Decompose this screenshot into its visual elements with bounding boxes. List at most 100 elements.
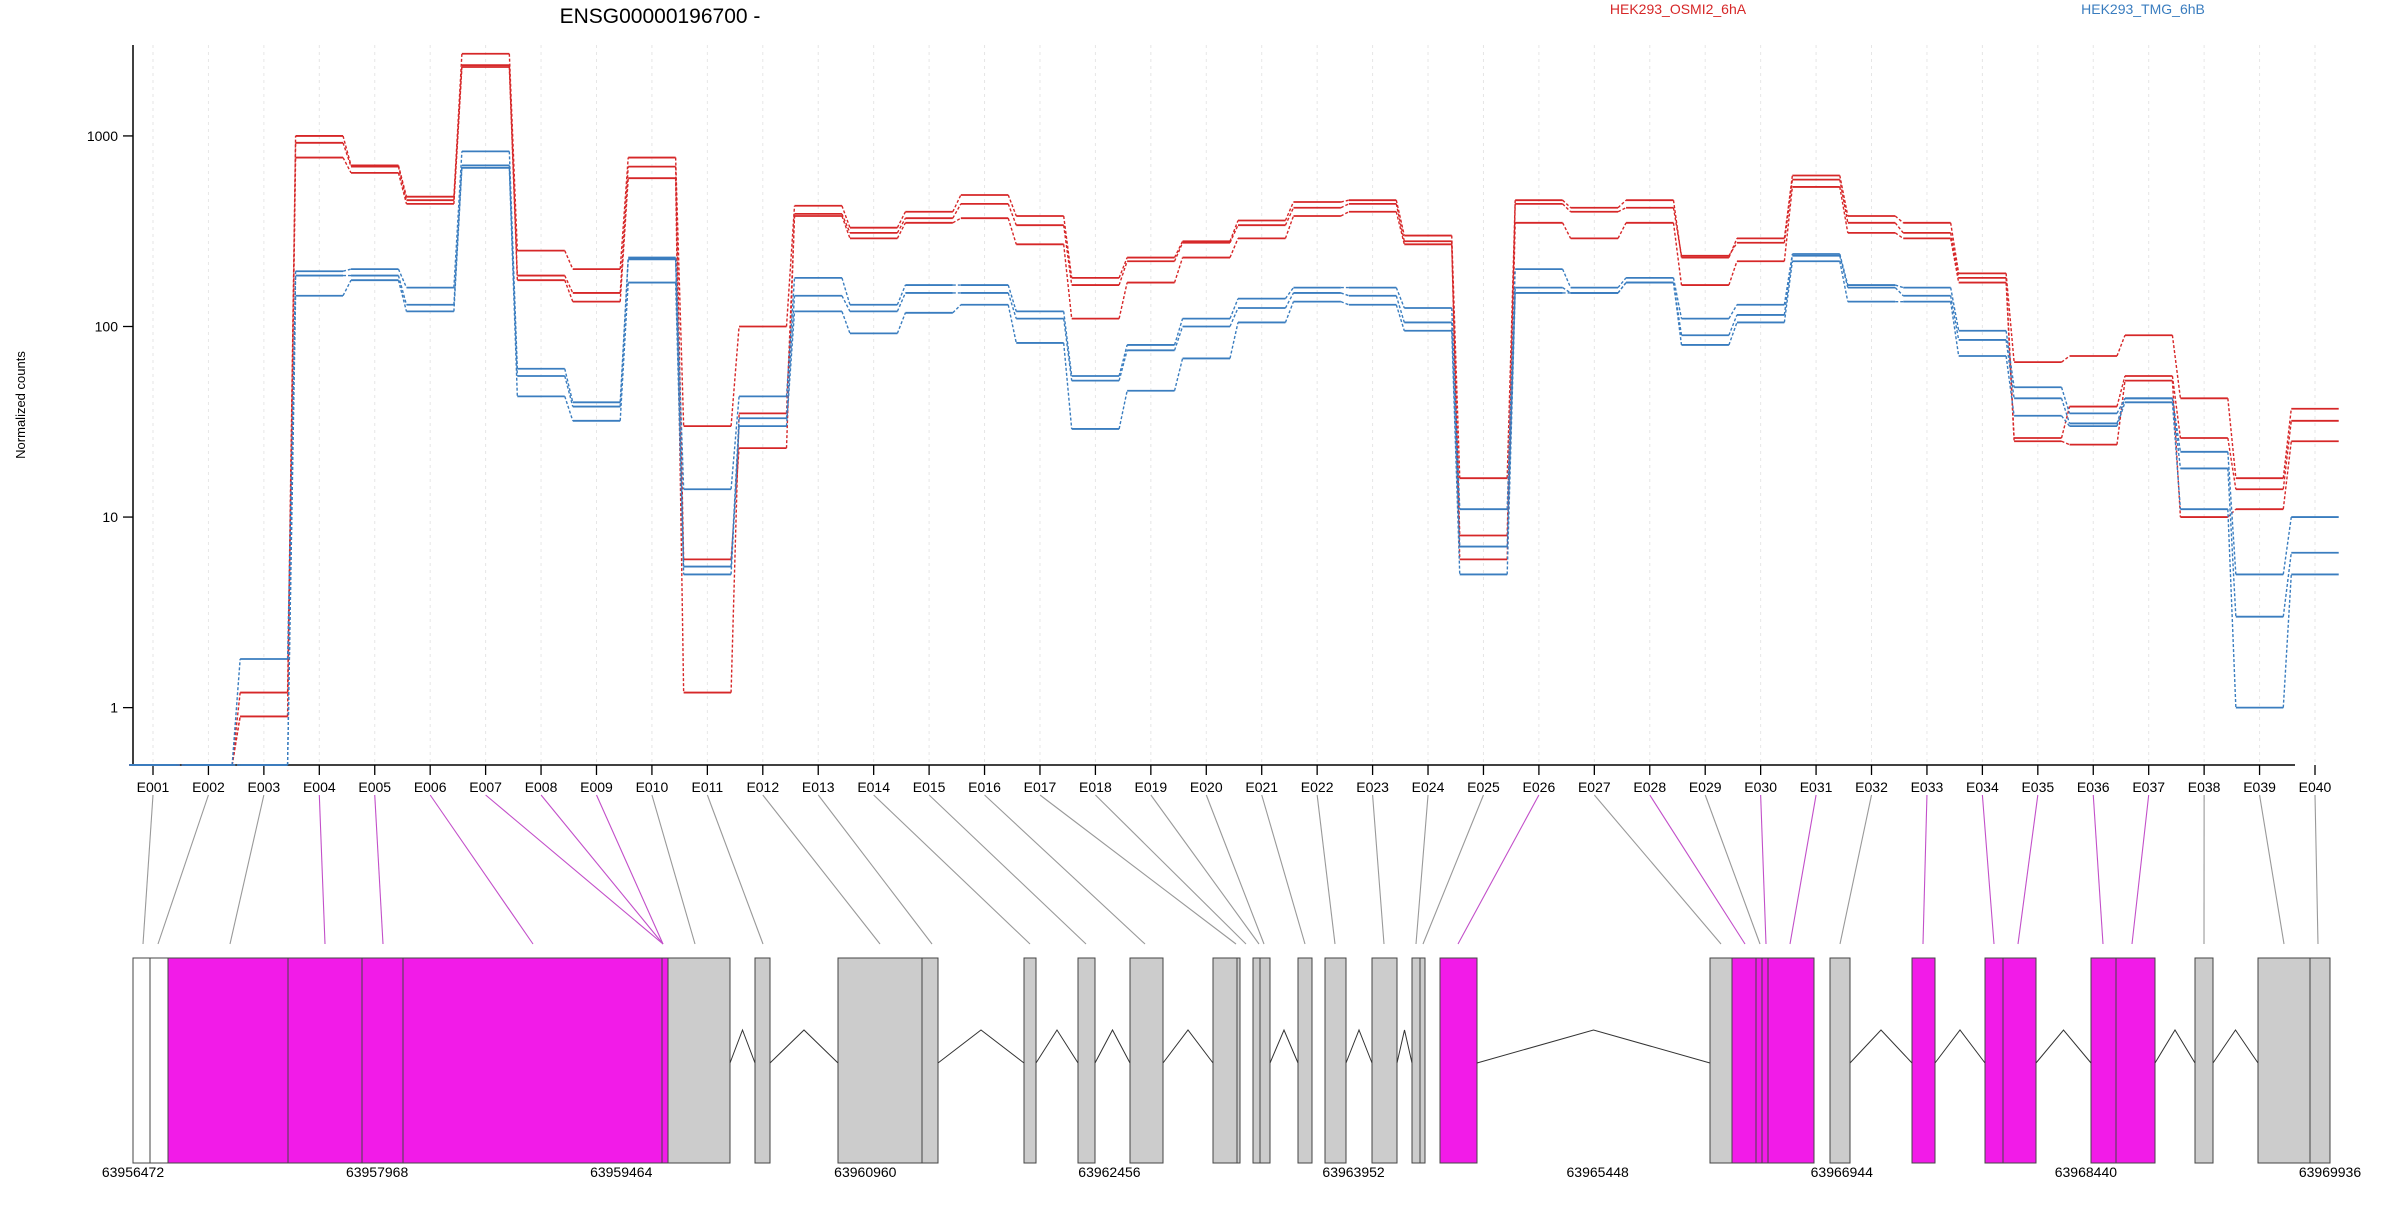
count-transition: [1784, 187, 1792, 261]
count-transition: [1064, 311, 1072, 376]
exon-connector: [1594, 795, 1721, 944]
y-tick-label: 1: [110, 700, 118, 716]
intron-line: [730, 1030, 755, 1063]
exon-box: [403, 958, 662, 1163]
count-transition: [842, 278, 850, 305]
exon-connector: [541, 795, 663, 944]
exon-connector: [1317, 795, 1335, 944]
count-transition: [1230, 220, 1238, 241]
count-transition: [1119, 350, 1127, 380]
count-transition: [1618, 223, 1626, 239]
count-transition: [1119, 261, 1127, 285]
count-transition: [1840, 180, 1848, 223]
exon-box: [922, 958, 938, 1163]
exon-box: [288, 958, 362, 1163]
exon-connector: [2260, 795, 2284, 944]
x-tick-label: E015: [913, 779, 946, 795]
exon-box: [1412, 958, 1420, 1163]
series-3: [129, 151, 2338, 765]
count-transition: [343, 143, 351, 167]
gridlines: [153, 45, 2315, 765]
count-transition: [2062, 441, 2070, 444]
intron-line: [2155, 1030, 2195, 1063]
exon-connector: [319, 795, 325, 944]
intron-line: [1095, 1030, 1130, 1063]
exon-connector: [1650, 795, 1745, 944]
exon-connector: [2093, 795, 2103, 944]
y-tick-label: 1000: [87, 128, 118, 144]
intron-line: [770, 1030, 838, 1063]
x-tick-label: E026: [1523, 779, 1556, 795]
x-tick-label: E027: [1578, 779, 1611, 795]
count-transition: [1563, 269, 1571, 287]
y-axis-label: Normalized counts: [13, 351, 28, 459]
x-tick-label: E029: [1689, 779, 1722, 795]
exon-box: [1213, 958, 1237, 1163]
count-transition: [1119, 283, 1127, 319]
count-transition: [2228, 398, 2236, 478]
intron-line: [2036, 1030, 2091, 1063]
count-transition: [953, 218, 961, 223]
count-transition: [1230, 322, 1238, 358]
x-tick-label: E012: [746, 779, 779, 795]
exon-box: [1732, 958, 1756, 1163]
count-transition: [343, 280, 351, 296]
exon-connector: [1982, 795, 1994, 944]
count-transition: [842, 216, 850, 238]
count-transition: [1285, 302, 1293, 323]
count-transition: [953, 305, 961, 313]
exon-connector: [1040, 795, 1236, 944]
count-transition: [1341, 204, 1349, 208]
count-transition: [1563, 288, 1571, 293]
exon-connector: [430, 795, 533, 944]
count-transition: [1563, 204, 1571, 212]
x-tick-label: E034: [1966, 779, 1999, 795]
x-tick-label: E020: [1190, 779, 1223, 795]
genomic-coordinate-label: 63959464: [590, 1164, 653, 1180]
x-tick-label: E014: [857, 779, 890, 795]
count-transition: [1341, 200, 1349, 202]
count-transition: [398, 167, 406, 201]
exon-box: [1768, 958, 1814, 1163]
exon-box: [2258, 958, 2310, 1163]
count-transition: [1618, 200, 1626, 208]
count-transition: [1008, 305, 1016, 343]
exon-connector: [2132, 795, 2149, 944]
exon-connector: [1840, 795, 1872, 944]
exon-box: [1440, 958, 1477, 1163]
exon-connector: [1095, 795, 1246, 944]
count-transition: [953, 195, 961, 212]
count-transition: [1008, 218, 1016, 244]
exon-box: [668, 958, 730, 1163]
count-transition: [1951, 223, 1959, 274]
count-transition: [1563, 200, 1571, 208]
count-transition: [232, 659, 240, 765]
x-tick-label: E024: [1412, 779, 1445, 795]
count-transition: [1341, 293, 1349, 296]
count-transition: [1951, 233, 1959, 278]
count-transition: [1895, 233, 1903, 239]
exon-connector: [1262, 795, 1305, 944]
intron-line: [1850, 1030, 1912, 1063]
x-tick-label: E004: [303, 779, 336, 795]
count-transition: [343, 136, 351, 166]
intron-line: [1346, 1030, 1372, 1063]
count-transition: [1341, 212, 1349, 216]
x-tick-label: E036: [2077, 779, 2110, 795]
count-transition: [1784, 261, 1792, 322]
exon-box: [133, 958, 150, 1163]
x-tick-label: E010: [636, 779, 669, 795]
x-tick-label: E021: [1245, 779, 1278, 795]
genomic-coordinate-label: 63957968: [346, 1164, 409, 1180]
intron-line: [1477, 1030, 1710, 1063]
x-tick-label: E031: [1800, 779, 1833, 795]
exon-box: [1756, 958, 1762, 1163]
count-transition: [398, 165, 406, 196]
exon-box: [1298, 958, 1312, 1163]
count-transition: [2283, 441, 2291, 509]
exon-box: [150, 958, 168, 1163]
count-transition: [1064, 343, 1072, 429]
x-tick-label: E017: [1024, 779, 1057, 795]
exon-connectors: [143, 795, 2318, 944]
